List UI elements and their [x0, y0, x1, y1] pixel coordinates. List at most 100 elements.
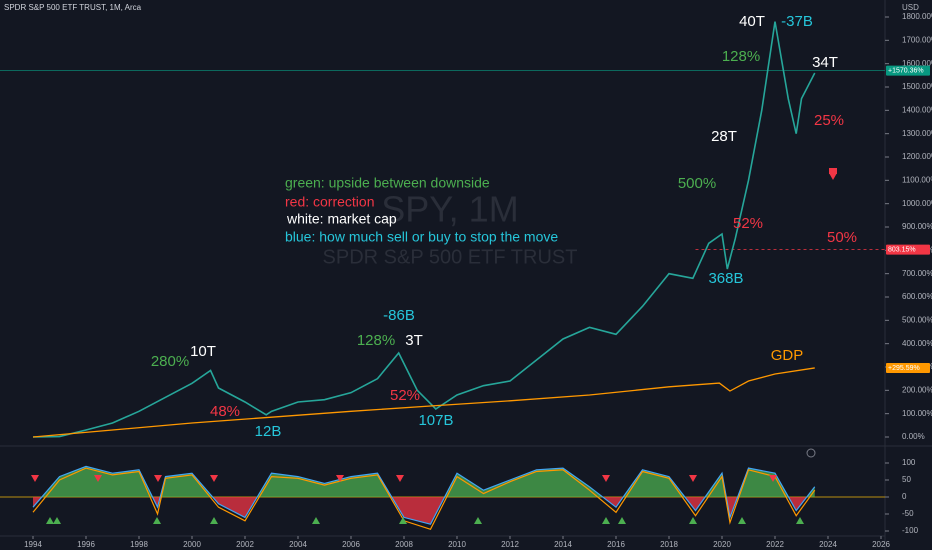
x-tick-label: 2012	[501, 540, 519, 549]
buy-signal	[689, 517, 697, 524]
y-tick-label: 100	[902, 458, 916, 467]
x-tick-label: 1998	[130, 540, 148, 549]
legend-note: green: upside between downside	[285, 175, 490, 191]
x-tick-label: 2022	[766, 540, 784, 549]
buy-signal	[312, 517, 320, 524]
y-tick-label: 1800.00%	[902, 12, 932, 21]
x-tick-label: 2004	[289, 540, 307, 549]
x-tick-label: 2000	[183, 540, 201, 549]
sell-signal	[396, 475, 404, 482]
x-tick-label: 2006	[342, 540, 360, 549]
buy-signal	[153, 517, 161, 524]
annotation: 128%	[722, 48, 760, 65]
y-tick-label: 1700.00%	[902, 35, 932, 44]
x-tick-label: 2008	[395, 540, 413, 549]
price-label: +295.59%	[888, 365, 920, 372]
annotation: 368B	[708, 270, 743, 287]
buy-signal	[210, 517, 218, 524]
legend-note: blue: how much sell or buy to stop the m…	[285, 229, 558, 245]
annotation: -37B	[781, 13, 813, 30]
annotation: 280%	[151, 353, 189, 370]
annotation: 50%	[827, 229, 857, 246]
sell-signal	[210, 475, 218, 482]
price-line-series	[32, 21, 816, 438]
annotation: 40T	[739, 13, 765, 30]
sell-signal	[154, 475, 162, 482]
annotation: 12B	[255, 423, 282, 440]
y-tick-label: 500.00%	[902, 315, 932, 324]
gdp-line	[32, 367, 815, 438]
annotation: 25%	[814, 112, 844, 129]
buy-signal	[738, 517, 746, 524]
annotation: 34T	[812, 54, 838, 71]
annotation: 500%	[678, 175, 716, 192]
chart-title: SPDR S&P 500 ETF TRUST, 1M, Arca	[4, 3, 142, 12]
buy-signal	[618, 517, 626, 524]
annotation: 3T	[405, 332, 423, 349]
buy-signal	[474, 517, 482, 524]
buy-signal	[399, 517, 407, 524]
annotation: 52%	[390, 387, 420, 404]
area-negative	[33, 497, 815, 525]
price-label-box	[886, 363, 930, 374]
unit-label: USD	[902, 3, 919, 12]
annotation: 48%	[210, 403, 240, 420]
legend-note: white: market cap	[286, 211, 397, 227]
x-tick-label: 1996	[77, 540, 95, 549]
sell-signal	[336, 475, 344, 482]
buy-signal	[53, 517, 61, 524]
watermark: SPDR S&P 500 ETF TRUST	[323, 246, 578, 268]
annotation: 28T	[711, 128, 737, 145]
y-tick-label: 1500.00%	[902, 82, 932, 91]
x-tick-label: 2002	[236, 540, 254, 549]
annotation: 107B	[418, 412, 453, 429]
buy-signal	[796, 517, 804, 524]
down-arrow	[829, 168, 837, 174]
x-tick-label: 2016	[607, 540, 625, 549]
oscillator-line	[32, 465, 816, 525]
buy-signal	[602, 517, 610, 524]
y-tick-label: 1200.00%	[902, 152, 932, 161]
sell-signal	[31, 475, 39, 482]
annotation: 128%	[357, 332, 395, 349]
settings-icon[interactable]	[806, 448, 816, 458]
oscillator-line	[32, 467, 816, 531]
price-label-box	[886, 65, 930, 76]
x-tick-label: 2014	[554, 540, 572, 549]
sell-signal	[602, 475, 610, 482]
y-tick-label: 200.00%	[902, 385, 932, 394]
sell-signal	[689, 475, 697, 482]
y-tick-label: -100	[902, 526, 919, 535]
annotation: 52%	[733, 215, 763, 232]
x-tick-label: 2018	[660, 540, 678, 549]
x-tick-label: 1994	[24, 540, 42, 549]
y-tick-label: 400.00%	[902, 339, 932, 348]
price-label: +1570.36%	[888, 67, 924, 74]
y-tick-label: 600.00%	[902, 292, 932, 301]
y-tick-label: 1000.00%	[902, 199, 932, 208]
legend-note: red: correction	[285, 194, 374, 210]
y-tick-label: 0.00%	[902, 432, 925, 441]
area-positive	[33, 466, 815, 497]
y-tick-label: 1300.00%	[902, 129, 932, 138]
y-tick-label: 900.00%	[902, 222, 932, 231]
x-tick-label: 2020	[713, 540, 731, 549]
y-tick-label: -50	[902, 509, 914, 518]
sell-signal	[769, 475, 777, 482]
price-label-box	[886, 244, 930, 255]
down-arrow	[829, 173, 837, 180]
x-tick-label: 2026	[872, 540, 890, 549]
annotation: GDP	[771, 347, 804, 364]
y-tick-label: 1600.00%	[902, 59, 932, 68]
y-tick-label: 1100.00%	[902, 175, 932, 184]
y-tick-label: 100.00%	[902, 409, 932, 418]
x-tick-label: 2024	[819, 540, 837, 549]
buy-signal	[46, 517, 54, 524]
y-tick-label: 1400.00%	[902, 105, 932, 114]
x-tick-label: 2010	[448, 540, 466, 549]
annotation: -86B	[383, 307, 415, 324]
y-tick-label: 50	[902, 475, 911, 484]
